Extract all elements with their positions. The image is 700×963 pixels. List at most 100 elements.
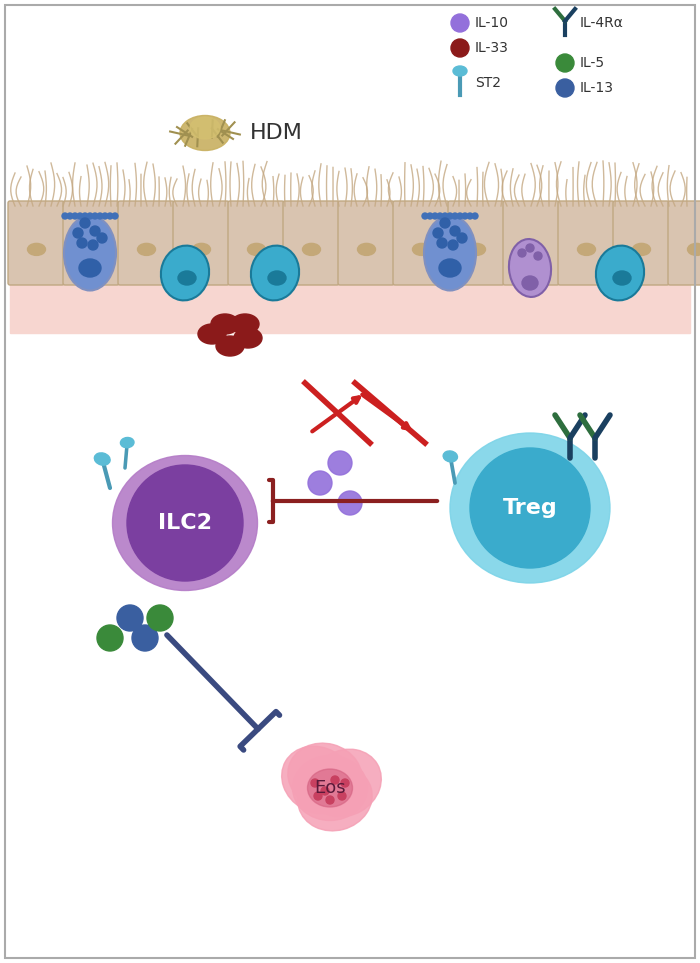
Text: ILC2: ILC2 — [158, 513, 212, 533]
Ellipse shape — [27, 244, 46, 255]
Ellipse shape — [178, 271, 196, 285]
Ellipse shape — [522, 276, 538, 290]
Circle shape — [87, 213, 93, 219]
Circle shape — [102, 213, 108, 219]
Circle shape — [90, 226, 100, 236]
Circle shape — [452, 213, 458, 219]
Circle shape — [457, 213, 463, 219]
Circle shape — [442, 213, 448, 219]
Ellipse shape — [231, 314, 259, 334]
FancyBboxPatch shape — [8, 201, 64, 285]
Circle shape — [308, 471, 332, 495]
Circle shape — [97, 625, 123, 651]
Ellipse shape — [424, 216, 476, 291]
Ellipse shape — [443, 451, 458, 462]
Circle shape — [88, 240, 98, 250]
Ellipse shape — [302, 244, 321, 255]
Circle shape — [326, 796, 334, 804]
Circle shape — [427, 213, 433, 219]
Circle shape — [470, 448, 590, 568]
Circle shape — [92, 213, 98, 219]
Circle shape — [147, 605, 173, 631]
Ellipse shape — [268, 271, 286, 285]
Ellipse shape — [288, 743, 362, 809]
Circle shape — [422, 213, 428, 219]
Ellipse shape — [198, 324, 226, 344]
Circle shape — [526, 244, 534, 252]
Circle shape — [437, 213, 443, 219]
Circle shape — [462, 213, 468, 219]
Text: Eos: Eos — [314, 779, 346, 797]
Circle shape — [451, 14, 469, 32]
Ellipse shape — [137, 244, 155, 255]
Circle shape — [451, 39, 469, 57]
Ellipse shape — [180, 116, 230, 150]
Ellipse shape — [94, 453, 110, 465]
Ellipse shape — [687, 244, 700, 255]
Circle shape — [97, 233, 107, 243]
Ellipse shape — [468, 244, 486, 255]
Circle shape — [73, 228, 83, 238]
Ellipse shape — [358, 244, 375, 255]
Ellipse shape — [522, 244, 540, 255]
Circle shape — [314, 792, 322, 800]
Circle shape — [67, 213, 73, 219]
FancyBboxPatch shape — [338, 201, 394, 285]
Circle shape — [82, 213, 88, 219]
Ellipse shape — [211, 314, 239, 334]
Circle shape — [450, 226, 460, 236]
Circle shape — [472, 213, 478, 219]
Ellipse shape — [281, 746, 354, 814]
Ellipse shape — [293, 756, 368, 820]
Ellipse shape — [578, 244, 596, 255]
Circle shape — [62, 213, 68, 219]
Circle shape — [112, 213, 118, 219]
Circle shape — [80, 218, 90, 228]
Circle shape — [97, 213, 103, 219]
Circle shape — [432, 213, 438, 219]
Ellipse shape — [113, 455, 258, 590]
Ellipse shape — [412, 244, 430, 255]
Circle shape — [107, 213, 113, 219]
Ellipse shape — [120, 437, 134, 448]
Circle shape — [331, 776, 339, 784]
FancyBboxPatch shape — [173, 201, 229, 285]
Circle shape — [447, 213, 453, 219]
Text: IL-13: IL-13 — [580, 81, 614, 95]
Ellipse shape — [298, 766, 372, 831]
FancyBboxPatch shape — [448, 201, 504, 285]
Ellipse shape — [64, 216, 116, 291]
Circle shape — [556, 54, 574, 72]
Circle shape — [556, 79, 574, 97]
Ellipse shape — [234, 328, 262, 348]
FancyBboxPatch shape — [393, 201, 449, 285]
Circle shape — [321, 787, 329, 795]
Circle shape — [127, 465, 243, 581]
Circle shape — [440, 218, 450, 228]
Circle shape — [117, 605, 143, 631]
Circle shape — [77, 213, 83, 219]
Ellipse shape — [251, 246, 299, 300]
FancyBboxPatch shape — [118, 201, 174, 285]
FancyBboxPatch shape — [283, 201, 339, 285]
FancyBboxPatch shape — [558, 201, 614, 285]
Ellipse shape — [633, 244, 650, 255]
Text: IL-5: IL-5 — [580, 56, 605, 70]
Ellipse shape — [79, 259, 101, 277]
FancyBboxPatch shape — [668, 201, 700, 285]
Ellipse shape — [613, 271, 631, 285]
Ellipse shape — [453, 66, 467, 76]
FancyBboxPatch shape — [63, 201, 119, 285]
Ellipse shape — [190, 117, 220, 139]
Circle shape — [132, 625, 158, 651]
Ellipse shape — [450, 433, 610, 583]
Ellipse shape — [439, 259, 461, 277]
Circle shape — [77, 238, 87, 248]
Ellipse shape — [509, 239, 551, 297]
Circle shape — [437, 238, 447, 248]
FancyBboxPatch shape — [503, 201, 559, 285]
Circle shape — [433, 228, 443, 238]
Text: ST2: ST2 — [475, 76, 501, 90]
Ellipse shape — [193, 244, 211, 255]
Text: IL-33: IL-33 — [475, 41, 509, 55]
